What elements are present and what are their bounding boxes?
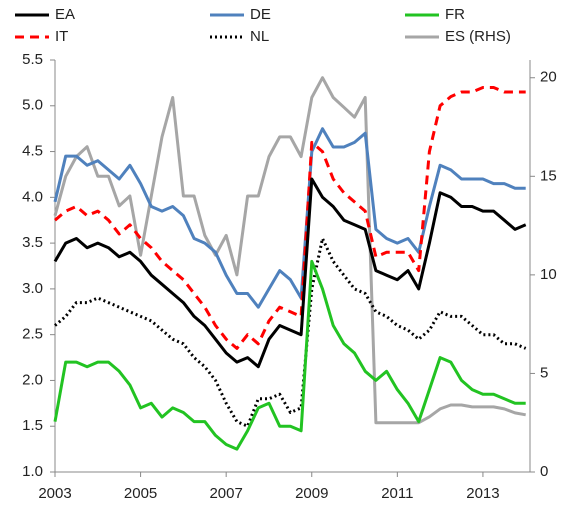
y2-tick-label: 0 (540, 463, 548, 480)
y-tick-label: 2.5 (22, 326, 43, 343)
y-tick-label: 4.5 (22, 143, 43, 160)
legend-label: DE (250, 6, 271, 23)
y-tick-label: 3.5 (22, 234, 43, 251)
x-tick-label: 2013 (466, 485, 499, 502)
y-tick-label: 1.5 (22, 417, 43, 434)
y-tick-label: 4.0 (22, 188, 43, 205)
legend-label: ES (RHS) (445, 28, 511, 45)
series-line (53, 259, 526, 451)
x-tick-label: 2011 (381, 485, 413, 502)
legend-label: EA (55, 6, 75, 23)
series-line (54, 237, 527, 428)
series-line (54, 86, 526, 350)
x-tick-label: 2007 (209, 485, 242, 502)
y-tick-label: 5.5 (22, 51, 43, 68)
x-tick-label: 2009 (295, 485, 328, 502)
y-tick-label: 5.0 (22, 97, 43, 114)
y-tick-label: 1.0 (22, 463, 43, 480)
y-tick-label: 3.0 (22, 280, 43, 297)
y-tick-label: 2.0 (22, 371, 43, 388)
y2-tick-label: 20 (540, 69, 557, 86)
legend-label: NL (250, 28, 269, 45)
legend-label: FR (445, 6, 465, 23)
y2-tick-label: 10 (540, 266, 557, 283)
y2-tick-label: 5 (540, 364, 548, 381)
x-tick-label: 2005 (124, 485, 157, 502)
legend-label: IT (55, 28, 68, 45)
series-line (53, 177, 527, 369)
series-line (53, 127, 526, 309)
y2-tick-label: 15 (540, 167, 557, 184)
series-line (53, 76, 526, 425)
x-tick-label: 2003 (38, 485, 71, 502)
